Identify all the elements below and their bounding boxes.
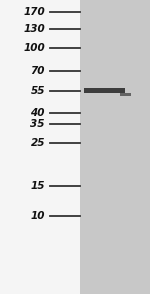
Bar	[0, 0, 80, 294]
Text: 15: 15	[30, 181, 45, 191]
Text: 170: 170	[23, 7, 45, 17]
Text: 25: 25	[30, 138, 45, 148]
Bar	[120, 93, 130, 96]
FancyBboxPatch shape	[84, 88, 124, 93]
Text: 70: 70	[30, 66, 45, 76]
Text: 55: 55	[30, 86, 45, 96]
Text: 10: 10	[30, 211, 45, 221]
Text: 40: 40	[30, 108, 45, 118]
Text: 100: 100	[23, 43, 45, 53]
Text: 35: 35	[30, 119, 45, 129]
Text: 130: 130	[23, 24, 45, 34]
